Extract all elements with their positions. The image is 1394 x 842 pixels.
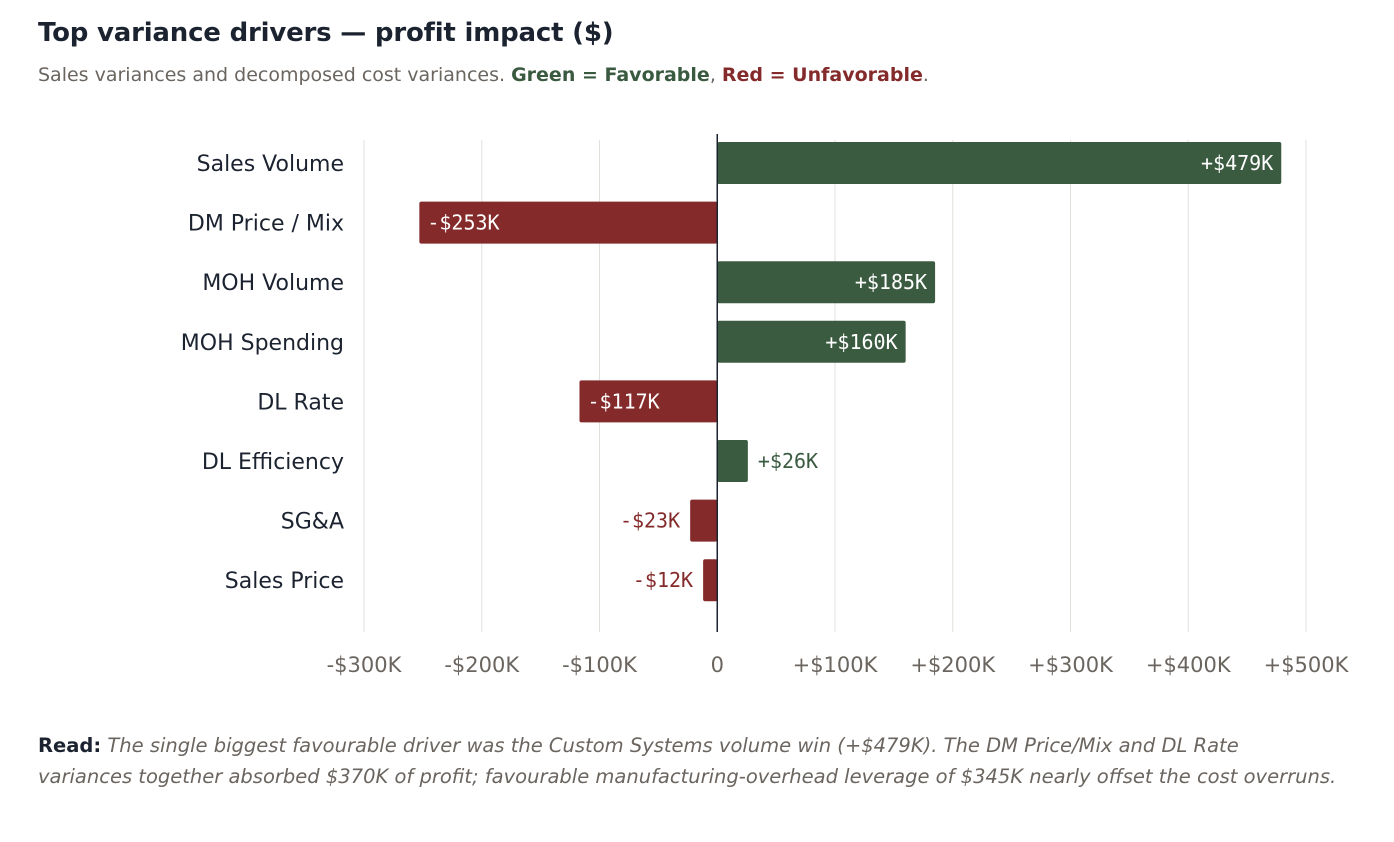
bar: [579, 380, 718, 423]
bar: [690, 499, 718, 542]
category-label: DM Price / Mix: [188, 212, 344, 237]
read-label: Read:: [38, 734, 102, 757]
bar: [717, 142, 1282, 184]
bar: [703, 559, 718, 602]
category-label: MOH Volume: [202, 271, 344, 296]
data-label: -$12K: [633, 568, 693, 592]
data-label: +$160K: [825, 330, 897, 354]
x-tick-label: +$100K: [793, 653, 879, 677]
category-labels: Sales Volume DM Price / Mix MOH Volume MOH …: [181, 152, 344, 594]
x-tick-label: -$200K: [444, 653, 520, 677]
chart-title: Top variance drivers — profit impact ($): [38, 18, 614, 48]
category-label: Sales Price: [225, 569, 344, 594]
data-label: +$26K: [758, 449, 818, 473]
x-tick-label: -$100K: [562, 653, 638, 677]
category-label: Sales Volume: [197, 152, 344, 177]
category-label: DL Rate: [257, 390, 344, 415]
data-label: -$23K: [620, 509, 680, 533]
x-tick-label: +$200K: [910, 653, 996, 677]
read-text: The single biggest favourable driver was…: [38, 734, 1337, 788]
subtitle-text: Sales variances and decomposed cost vari…: [38, 64, 506, 86]
x-tick-label: +$500K: [1264, 653, 1350, 677]
favorable-legend: Green = Favorable: [511, 64, 710, 86]
bar: [717, 320, 906, 363]
data-label: -$253K: [427, 211, 499, 235]
x-tick-label: 0: [711, 653, 724, 677]
unfavorable-legend: Red = Unfavorable: [721, 64, 923, 86]
bars: [419, 142, 1282, 602]
category-label: SG&A: [281, 510, 344, 535]
category-label: MOH Spending: [181, 331, 344, 356]
read-note: Read: The single biggest favourable driv…: [38, 730, 1338, 792]
data-labels: +$479K -$253K +$185K +$160K -$117K +$26K -$23K…: [427, 151, 1273, 592]
legend-separator: ,: [709, 64, 716, 86]
x-tick-label: -$300K: [327, 653, 403, 677]
chart-subtitle: Sales variances and decomposed cost vari…: [38, 64, 929, 86]
category-label: DL Efficiency: [202, 450, 344, 475]
data-label: +$479K: [1201, 151, 1273, 175]
bar: [717, 440, 748, 482]
x-tick-label: +$300K: [1028, 653, 1114, 677]
bar: [717, 261, 936, 304]
subtitle-suffix: .: [922, 64, 929, 86]
x-tick-label: +$400K: [1146, 653, 1232, 677]
variance-bar-chart: Sales Volume DM Price / Mix MOH Volume MOH …: [181, 134, 1350, 677]
data-label: -$117K: [587, 389, 659, 413]
bar: [419, 201, 718, 244]
x-axis-tick-labels: -$300K -$200K -$100K 0 +$100K +$200K +$300K +$4…: [327, 653, 1350, 677]
data-label: +$185K: [855, 270, 927, 294]
